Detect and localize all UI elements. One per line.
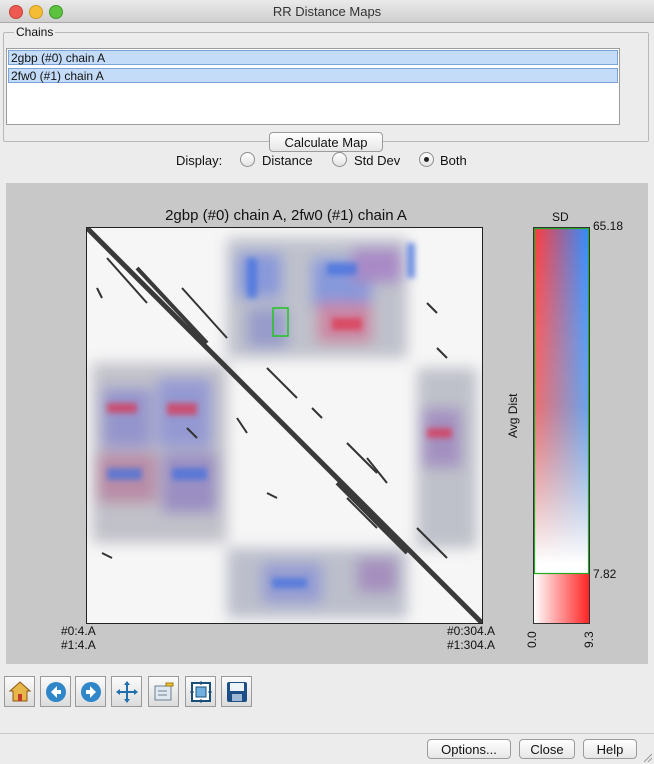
- std-dev-radio-label[interactable]: Std Dev: [354, 153, 401, 168]
- std-dev-radio[interactable]: [332, 152, 347, 167]
- distance-radio[interactable]: [240, 152, 255, 167]
- chains-group: Chains 2gbp (#0) chain A 2fw0 (#1) chain…: [3, 25, 649, 152]
- chains-legend: Chains: [16, 25, 54, 39]
- plot-title: 2gbp (#0) chain A, 2fw0 (#1) chain A: [165, 207, 407, 224]
- colorbar-side-label: Avg Dist: [506, 393, 520, 438]
- close-button[interactable]: Close: [519, 739, 575, 759]
- map-corner-bottom-right: #0:304.A #1:304.A: [447, 624, 495, 652]
- forward-arrow-icon: [81, 682, 101, 702]
- back-button[interactable]: [40, 676, 71, 707]
- separator: [0, 733, 654, 734]
- fit-zoom-button[interactable]: [185, 676, 216, 707]
- options-button[interactable]: Options...: [427, 739, 511, 759]
- chain-list[interactable]: 2gbp (#0) chain A 2fw0 (#1) chain A: [6, 48, 620, 125]
- edit-icon: [154, 682, 174, 701]
- colorbar[interactable]: [533, 227, 590, 624]
- corner-label: #0:304.A: [447, 624, 496, 638]
- both-radio[interactable]: [419, 152, 434, 167]
- display-label: Display:: [176, 153, 223, 168]
- back-arrow-icon: [46, 682, 66, 702]
- home-icon: [8, 681, 32, 702]
- edit-button[interactable]: [148, 676, 179, 707]
- colorbar-xmin-label: 0.0: [525, 631, 539, 648]
- save-disk-icon: [227, 682, 247, 702]
- pan-move-icon: [116, 681, 138, 703]
- plot-panel: 2gbp (#0) chain A, 2fw0 (#1) chain A: [6, 183, 648, 664]
- colorbar-mid-label: 7.82: [593, 567, 617, 581]
- save-button[interactable]: [221, 676, 252, 707]
- both-radio-label[interactable]: Both: [440, 153, 467, 168]
- forward-button[interactable]: [75, 676, 106, 707]
- chain-list-item[interactable]: 2gbp (#0) chain A: [8, 50, 618, 65]
- help-button[interactable]: Help: [583, 739, 637, 759]
- window-title: RR Distance Maps: [272, 4, 382, 19]
- colorbar-max-label: 65.18: [593, 219, 624, 233]
- corner-label: #1:304.A: [447, 638, 496, 652]
- fit-zoom-icon: [190, 681, 212, 703]
- colorbar-gradient: [533, 227, 590, 623]
- calculate-map-button[interactable]: Calculate Map: [269, 132, 383, 152]
- display-options: Display: Distance Std Dev Both: [0, 151, 654, 171]
- close-window-icon[interactable]: [9, 5, 23, 19]
- distance-map[interactable]: [86, 227, 483, 624]
- colorbar-xmax-label: 9.3: [582, 631, 596, 648]
- minimize-window-icon[interactable]: [29, 5, 43, 19]
- home-button[interactable]: [4, 676, 35, 707]
- chain-list-item[interactable]: 2fw0 (#1) chain A: [8, 68, 618, 83]
- zoom-window-icon[interactable]: [49, 5, 63, 19]
- colorbar-top-label: SD: [552, 210, 569, 224]
- distance-radio-label[interactable]: Distance: [262, 153, 313, 168]
- pan-button[interactable]: [111, 676, 142, 707]
- distance-map-canvas: [87, 228, 482, 623]
- map-corner-bottom-left: #0:4.A #1:4.A: [61, 624, 96, 652]
- resize-grip-icon[interactable]: [642, 752, 652, 762]
- corner-label: #1:4.A: [61, 638, 96, 652]
- corner-label: #0:4.A: [61, 624, 96, 638]
- window-titlebar: RR Distance Maps: [0, 0, 654, 23]
